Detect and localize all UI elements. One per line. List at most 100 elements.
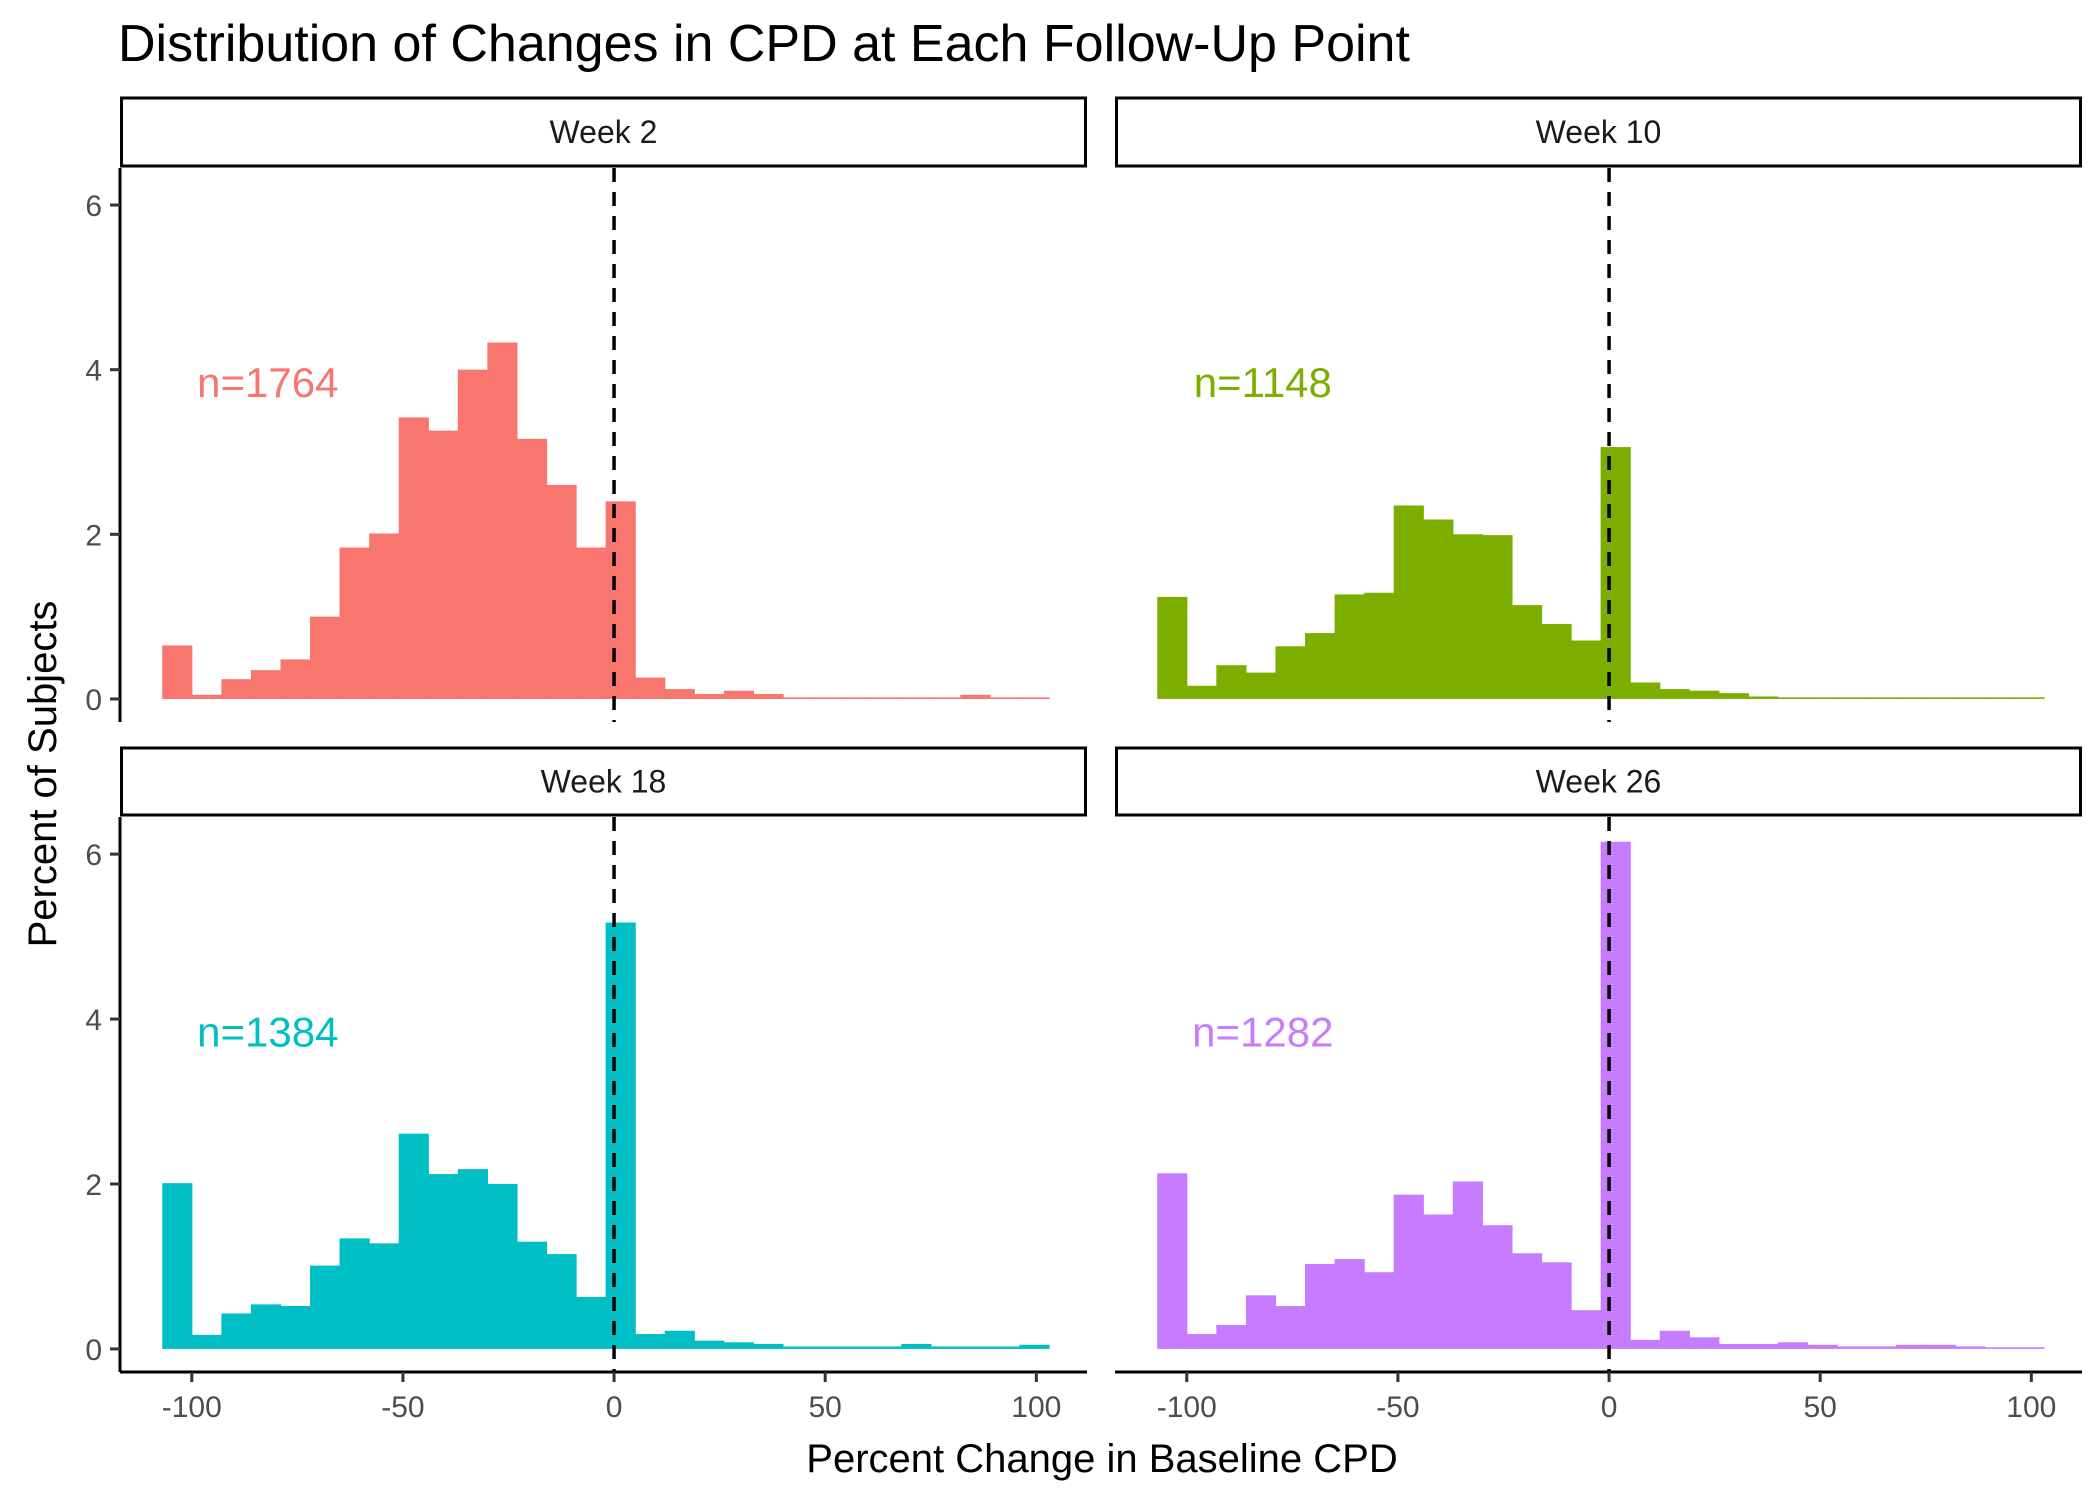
- histogram-bar: [1600, 447, 1631, 699]
- histogram-bar: [1393, 1194, 1424, 1349]
- histogram-bar: [1452, 1181, 1483, 1349]
- histogram-bar: [1600, 841, 1631, 1349]
- histogram-bar: [1571, 640, 1602, 699]
- histogram-bar: [694, 694, 725, 699]
- histogram-bar: [605, 922, 636, 1349]
- histogram-bar: [310, 616, 341, 699]
- panel-week-2: Week 2 n=1764 0 2 4 6: [85, 96, 1087, 722]
- histogram-bar: [2014, 1347, 2045, 1349]
- x-tick-label: -50: [1376, 1391, 1419, 1424]
- histogram-bar: [428, 1174, 459, 1349]
- histogram-bar: [339, 1238, 370, 1349]
- histogram-bar: [1837, 1346, 1868, 1349]
- histogram-bar: [960, 1346, 991, 1349]
- histogram-bar: [664, 689, 695, 699]
- histogram-bar: [753, 694, 784, 699]
- histogram-bar: [1837, 697, 1868, 699]
- histogram-bar: [221, 1313, 252, 1349]
- panel-week-26: Week 26 n=1282 -100 -50 0 50 100: [1115, 746, 2082, 1424]
- x-tick-label: -50: [381, 1391, 424, 1424]
- histogram-bar: [1511, 605, 1543, 699]
- histogram-bar: [1689, 1337, 1720, 1349]
- histogram-bar: [1748, 696, 1779, 699]
- histogram-bar: [1157, 1173, 1188, 1349]
- facet-strip-label: Week 10: [1536, 114, 1662, 150]
- histogram-bar: [487, 1183, 518, 1349]
- chart-title: Distribution of Changes in CPD at Each F…: [118, 15, 1410, 73]
- y-tick-label: 6: [85, 839, 102, 872]
- histogram-bar: [310, 1265, 341, 1349]
- histogram-bar: [1866, 697, 1897, 699]
- y-axis-title: Percent of Subjects: [21, 601, 65, 948]
- histogram-bar: [842, 697, 873, 699]
- histogram-bar: [1019, 1344, 1050, 1349]
- histogram-bar: [960, 694, 991, 699]
- histogram-bar: [1896, 1344, 1927, 1349]
- histogram-bar: [1186, 685, 1217, 699]
- histogram-bar: [162, 1183, 193, 1349]
- histogram-bar: [989, 1346, 1021, 1349]
- histogram-bar: [250, 670, 282, 699]
- histogram-bar: [1984, 1347, 2016, 1349]
- facet-strip: [1115, 96, 2082, 168]
- histogram-bar: [1305, 633, 1336, 699]
- histogram-bar: [1659, 1330, 1690, 1349]
- histogram-bar: [753, 1343, 784, 1349]
- histogram-bar: [1866, 1346, 1897, 1349]
- histogram-bar: [1452, 534, 1483, 699]
- histogram-bar: [635, 677, 666, 699]
- histogram-bar: [487, 342, 518, 699]
- histogram-bar: [1630, 682, 1661, 699]
- histogram-bar: [546, 484, 577, 699]
- histogram-bar: [930, 697, 961, 699]
- y-tick-label: 2: [85, 1169, 102, 1202]
- histogram-bar: [1925, 697, 1956, 699]
- histogram-bar: [1423, 1214, 1454, 1349]
- histogram-bar: [871, 697, 902, 699]
- histogram-bar: [812, 697, 843, 699]
- histogram-bar: [1482, 1225, 1513, 1349]
- histogram-bar: [1186, 1334, 1217, 1349]
- histogram-bar: [901, 1343, 932, 1349]
- histogram-bar: [1925, 1344, 1956, 1349]
- facet-strip: [1115, 746, 2082, 817]
- histogram-bar: [576, 1296, 607, 1349]
- panels: Week 2 n=1764 0 2 4 6 Week 10 n=1148 Week 18 n=13…: [85, 96, 2082, 1424]
- histogram-bar: [1659, 689, 1690, 699]
- histogram-bar: [723, 690, 755, 699]
- histogram-bar: [280, 1306, 311, 1349]
- histogram-bar: [664, 1330, 695, 1349]
- histogram-bar: [871, 1346, 902, 1349]
- histogram-bar: [1689, 690, 1720, 699]
- facet-strip-label: Week 18: [541, 764, 667, 800]
- histogram-bar: [605, 501, 636, 699]
- histogram-bar: [1748, 1343, 1779, 1349]
- sample-size-label: n=1148: [1194, 359, 1332, 406]
- histogram-bar: [1955, 1346, 1986, 1349]
- histogram-bar: [1216, 665, 1247, 699]
- x-tick-label: 100: [1011, 1391, 1061, 1424]
- histogram-bar: [930, 1346, 961, 1349]
- y-tick-label: 4: [85, 355, 102, 388]
- histogram-bar: [901, 697, 932, 699]
- histogram-bar: [1364, 592, 1395, 699]
- histogram-bar: [1777, 697, 1809, 699]
- sample-size-label: n=1764: [197, 359, 338, 406]
- histogram-bar: [339, 547, 370, 699]
- histogram-bar: [250, 1304, 282, 1349]
- histogram-bar: [842, 1346, 873, 1349]
- y-tick-label: 0: [85, 1334, 102, 1367]
- histogram-bar: [1571, 1310, 1602, 1349]
- histogram-bar: [1216, 1324, 1247, 1349]
- x-axis-title: Percent Change in Baseline CPD: [806, 1437, 1397, 1481]
- histogram-bar: [1275, 646, 1306, 699]
- histogram-bar: [1541, 1262, 1572, 1349]
- histogram-bar: [191, 694, 222, 699]
- histogram-bar: [1245, 1295, 1277, 1349]
- histogram-bar: [2014, 697, 2045, 699]
- histogram-bar: [1393, 505, 1424, 699]
- histogram-bar: [428, 430, 459, 699]
- histogram-bar: [1807, 697, 1838, 699]
- facet-strip: [120, 746, 1087, 817]
